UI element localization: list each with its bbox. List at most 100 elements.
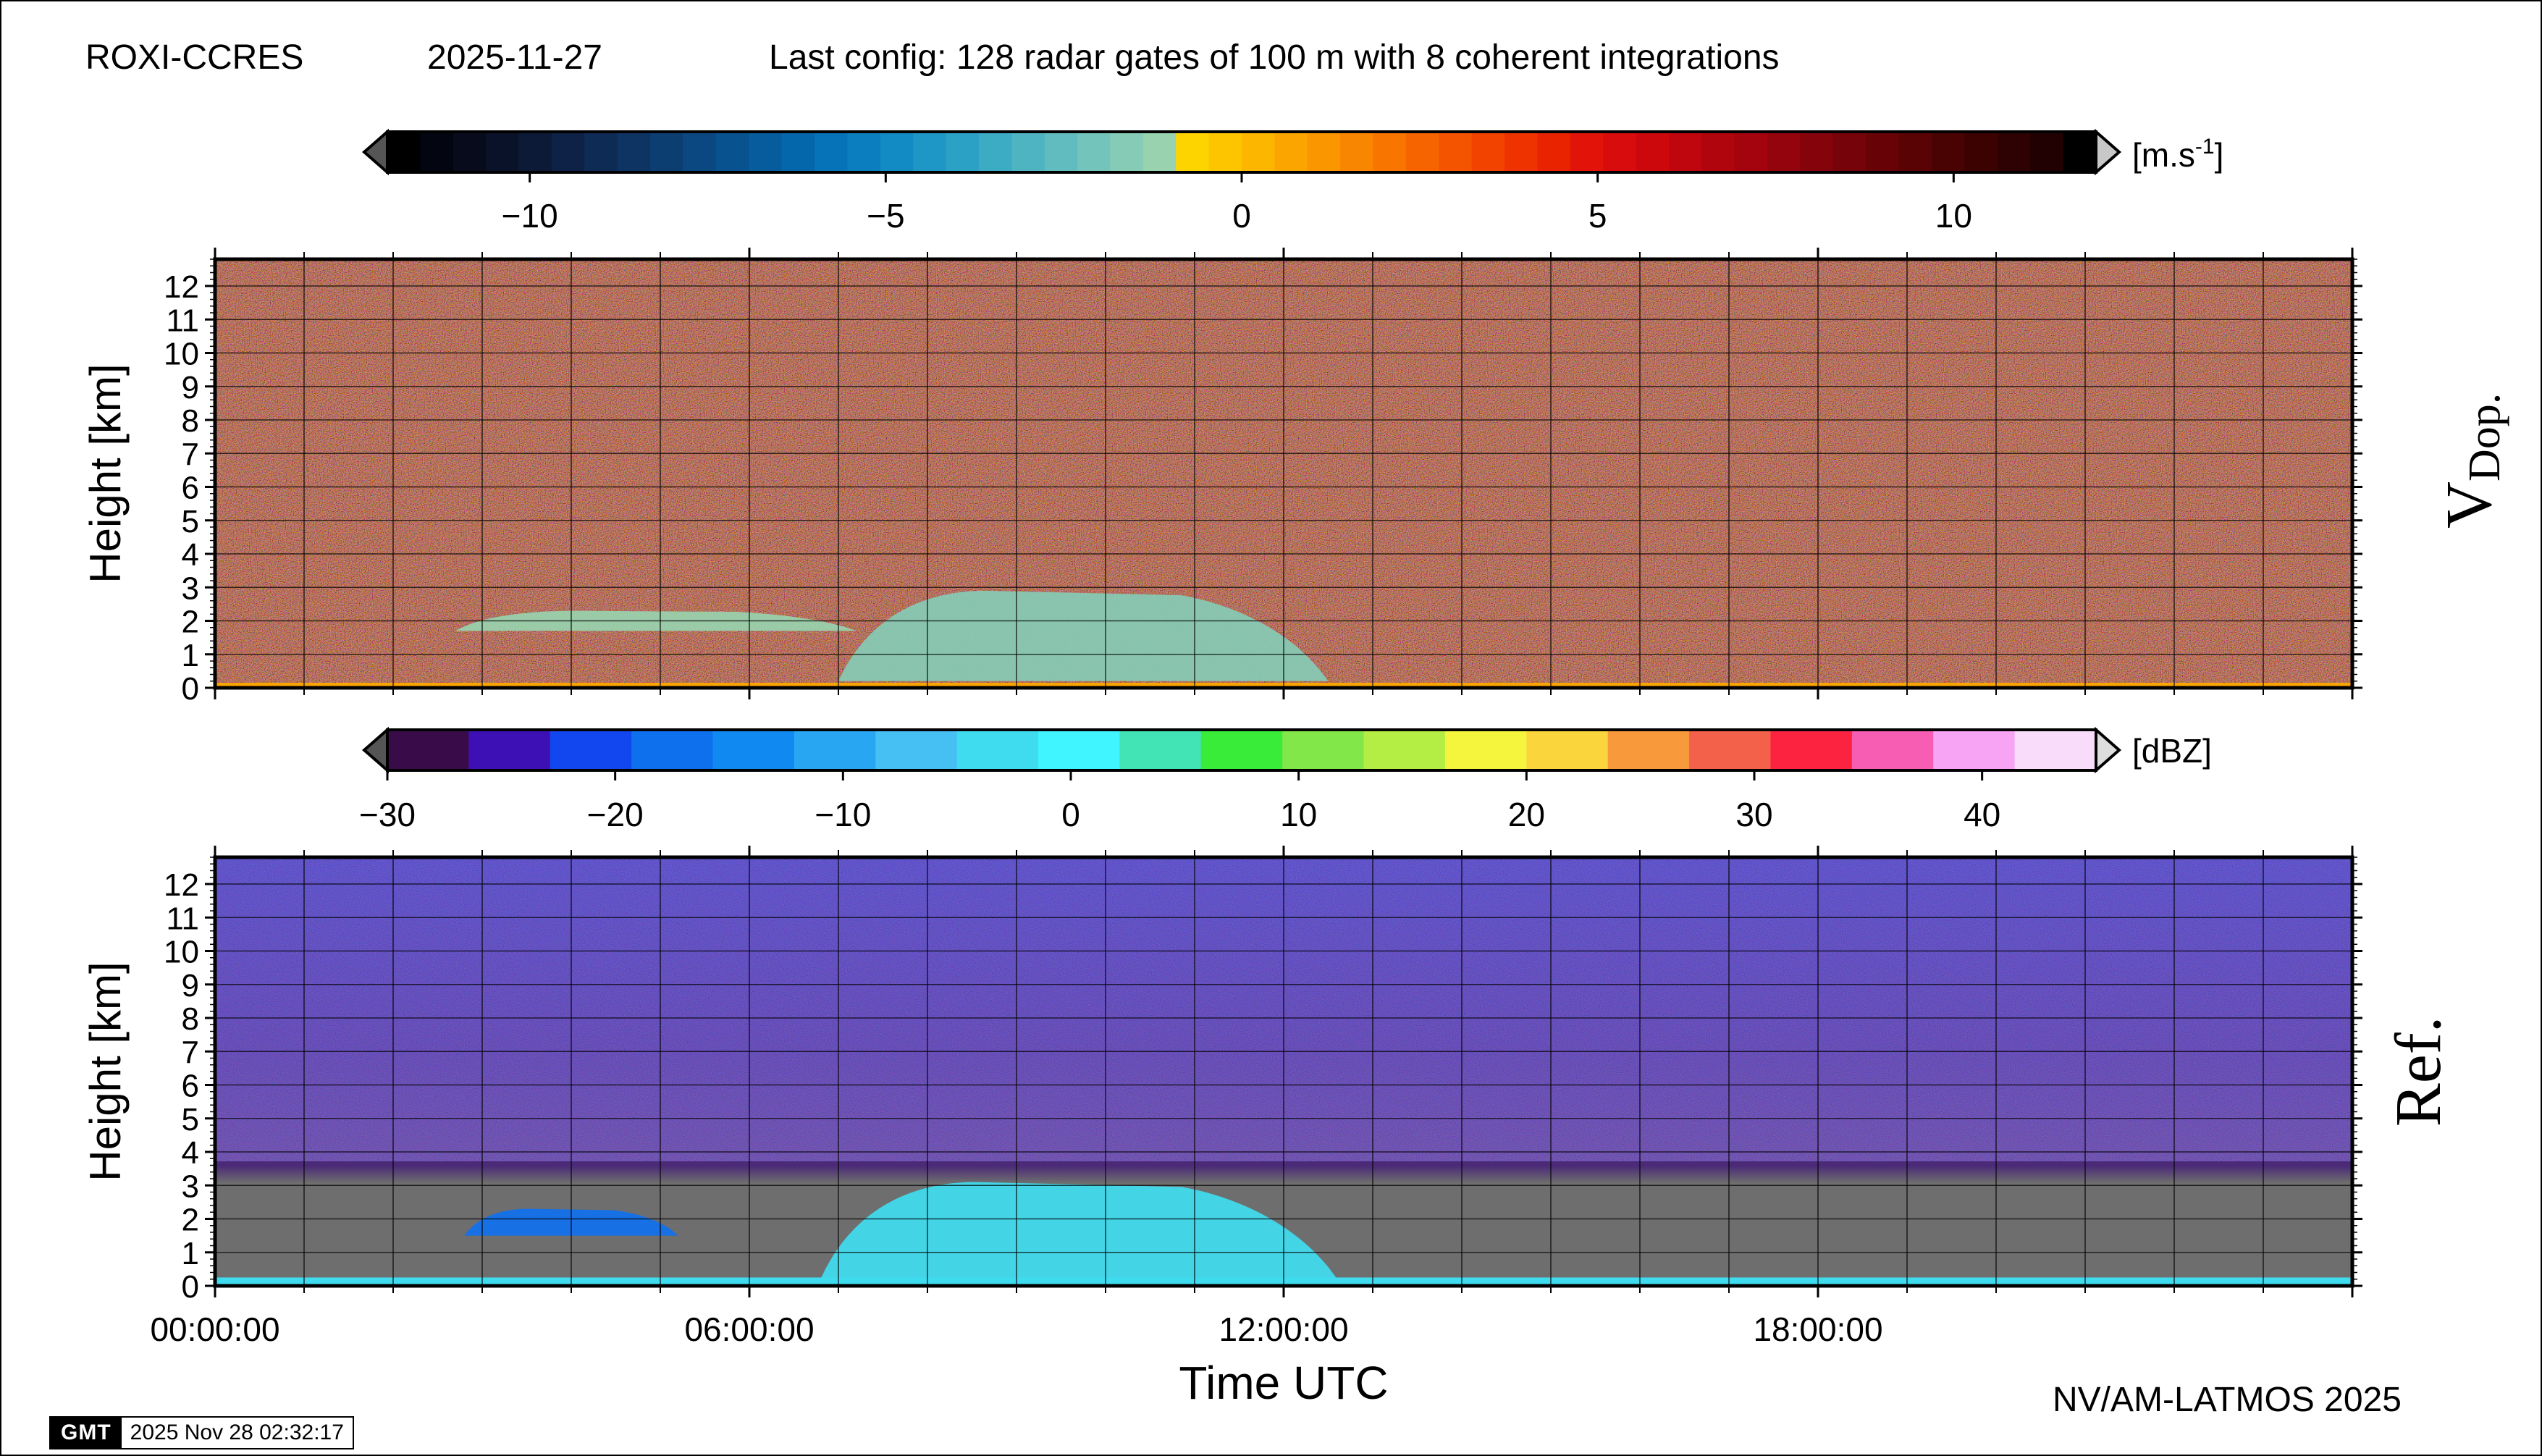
gmt-timestamp-stamp: GMT 2025 Nov 28 02:32:17	[49, 1416, 354, 1449]
colorbar-swatch	[1119, 730, 1202, 770]
y-tick-label: 0	[182, 671, 199, 707]
credit-label: NV/AM-LATMOS 2025	[2053, 1381, 2402, 1419]
colorbar-border	[386, 728, 2097, 772]
cloud-mark	[838, 590, 1329, 681]
colorbar-swatch	[715, 132, 749, 172]
colorbar-swatch	[683, 132, 717, 172]
x-axis-label: Time UTC	[1179, 1357, 1388, 1409]
cloud-mark	[820, 1182, 1337, 1279]
gmt-logo: GMT	[51, 1418, 122, 1448]
colorbar-swatch	[1964, 132, 1998, 172]
colorbar-tick-label: 10	[1935, 197, 1972, 235]
reflectivity-colorbar-unit: [dBZ]	[2132, 732, 2212, 770]
colorbar-swatch	[551, 132, 585, 172]
colorbar-swatch	[1933, 730, 2016, 770]
y-tick-label: 5	[182, 1102, 199, 1137]
colorbar-swatch	[1669, 132, 1702, 172]
colorbar-swatch	[1471, 132, 1505, 172]
y-tick-label: 3	[182, 571, 199, 606]
y-tick-label: 7	[182, 437, 199, 472]
colorbar-swatch	[1242, 132, 1275, 172]
colorbar-swatch	[1537, 132, 1571, 172]
gmt-timestamp: 2025 Nov 28 02:32:17	[130, 1421, 344, 1444]
colorbar-swatch	[1800, 132, 1834, 172]
colorbar-swatch	[1770, 730, 1853, 770]
colorbar-swatch	[1200, 730, 1283, 770]
colorbar-under-arrow	[361, 726, 389, 774]
colorbar-swatch	[847, 132, 881, 172]
colorbar-swatch	[1444, 730, 1527, 770]
y-tick-label: 6	[182, 471, 199, 506]
y-tick-label: 7	[182, 1035, 199, 1070]
colorbar-swatch	[978, 132, 1012, 172]
colorbar-swatch	[1767, 132, 1801, 172]
colorbar-swatch	[749, 132, 783, 172]
colorbar-under-arrow	[361, 128, 389, 176]
doppler-colorbar: −10 −5 0 5 10	[361, 128, 2122, 235]
colorbar-swatch	[1851, 730, 1934, 770]
colorbar-tick-label: 30	[1735, 796, 1772, 833]
colorbar-tick-label: −30	[359, 796, 416, 833]
colorbar-swatch	[1038, 730, 1121, 770]
colorbar-swatch	[1282, 730, 1365, 770]
colorbar-tick-label: 10	[1280, 796, 1317, 833]
x-tick-label: 18:00:00	[1753, 1310, 1882, 1348]
colorbar-swatch	[1340, 132, 1374, 172]
y-tick-label: 9	[182, 370, 199, 405]
y-tick-label: 4	[182, 1135, 199, 1171]
colorbar-swatch	[946, 132, 980, 172]
colorbar-swatch	[1142, 132, 1177, 172]
y-tick-label: 6	[182, 1069, 199, 1104]
colorbar-swatch	[2030, 132, 2064, 172]
colorbar-swatch	[1504, 132, 1539, 172]
doppler-panel-label: VDop.	[2433, 393, 2509, 529]
colorbar-swatch	[913, 132, 947, 172]
colorbar-swatch	[518, 132, 552, 172]
colorbar-swatch	[956, 730, 1039, 770]
colorbar-swatch	[1570, 132, 1604, 172]
colorbar-over-arrow	[2095, 128, 2122, 176]
station-name: ROXI-CCRES	[85, 38, 304, 77]
colorbar-swatch	[1689, 730, 1772, 770]
colorbar-swatch	[1526, 730, 1609, 770]
colorbar-swatch	[1077, 132, 1111, 172]
y-tick-label: 5	[182, 504, 199, 539]
y-tick-label: 1	[182, 638, 199, 673]
x-tick-label: 12:00:00	[1219, 1310, 1348, 1348]
y-tick-label: 10	[164, 935, 199, 970]
y-tick-label: 8	[182, 1001, 199, 1037]
doppler-colorbar-unit: [m.s-1]	[2132, 135, 2223, 174]
date-label: 2025-11-27	[427, 38, 602, 77]
colorbar-swatch	[712, 730, 795, 770]
colorbar-swatch	[2014, 730, 2097, 770]
colorbar-tick-label: −5	[867, 197, 904, 235]
colorbar-over-arrow	[2095, 726, 2122, 774]
colorbar-swatch	[650, 132, 684, 172]
colorbar-swatch	[486, 132, 520, 172]
colorbar-swatch	[2063, 132, 2097, 172]
colorbar-swatch	[1208, 132, 1242, 172]
y-tick-label: 12	[164, 867, 199, 903]
colorbar-swatch	[1405, 132, 1439, 172]
colorbar-swatch	[453, 132, 487, 172]
colorbar-tick-label: −10	[502, 197, 558, 235]
y-tick-label: 3	[182, 1169, 199, 1204]
colorbar-swatch	[1866, 132, 1900, 172]
colorbar-swatch	[1110, 132, 1144, 172]
colorbar-swatch	[1932, 132, 1966, 172]
y-tick-label: 4	[182, 537, 199, 573]
colorbar-swatch	[387, 730, 469, 770]
colorbar-swatch	[468, 730, 551, 770]
y-tick-label: 2	[182, 605, 199, 640]
reflectivity-colorbar: −30 −20 −10 0 10 20 30 40	[359, 726, 2122, 833]
colorbar-swatch	[1044, 132, 1078, 172]
colorbar-tick-label: −20	[587, 796, 644, 833]
y-tick-label: 0	[182, 1269, 199, 1305]
y-tick-label: 2	[182, 1203, 199, 1238]
config-label: Last config: 128 radar gates of 100 m wi…	[769, 38, 1780, 77]
y-tick-label: 1	[182, 1236, 199, 1271]
y-tick-label: 9	[182, 968, 199, 1003]
